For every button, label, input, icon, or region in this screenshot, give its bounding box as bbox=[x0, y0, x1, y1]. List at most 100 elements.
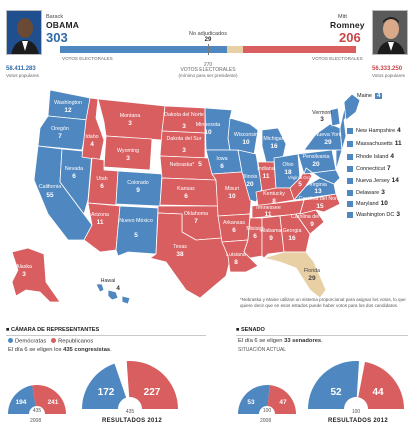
house-2008-rep-value: 241 bbox=[48, 399, 59, 406]
state-new-mexico bbox=[115, 205, 159, 257]
house-2012-total: 435 bbox=[126, 409, 135, 415]
state-hawaii bbox=[95, 283, 131, 305]
ev-michigan: 16 bbox=[270, 143, 278, 150]
senate-2008-dem-arc bbox=[238, 385, 270, 414]
ev-south-carolina: 9 bbox=[310, 221, 314, 228]
ev-south-dakota: 3 bbox=[182, 147, 186, 154]
ev-illinois: 20 bbox=[246, 181, 254, 188]
romney-first-name: Mitt bbox=[338, 14, 347, 20]
senate-2008-year: 2008 bbox=[260, 418, 272, 424]
ev-minnesota: 10 bbox=[204, 129, 212, 136]
senate-2012-total: 100 bbox=[352, 409, 361, 415]
label-oklahoma: Oklahoma bbox=[184, 211, 208, 217]
house-legend: Demócratas Republicanos bbox=[8, 338, 93, 345]
ev-iowa: 6 bbox=[220, 163, 224, 170]
house-2012-chart: 172 227 435 bbox=[82, 361, 178, 415]
ev-california: 55 bbox=[46, 192, 54, 199]
ev-ohio: 18 bbox=[284, 169, 292, 176]
ev-new-mexico: 5 bbox=[134, 232, 138, 239]
senate-2012-label: RESULTADOS 2012 bbox=[328, 418, 388, 424]
label-nevada: Nevada bbox=[65, 166, 83, 172]
label-north-dakota: Dakota del Norte bbox=[164, 112, 204, 118]
obama-electoral-votes: 303 bbox=[46, 30, 68, 45]
ev-west-virginia: 5 bbox=[298, 181, 302, 188]
house-2012-rep-value: 227 bbox=[144, 387, 161, 398]
state-kansas bbox=[159, 177, 219, 207]
state-florida bbox=[263, 251, 327, 299]
ev-mississippi: 6 bbox=[253, 233, 257, 240]
senate-2012-rep-value: 44 bbox=[372, 387, 384, 398]
label-texas: Texas bbox=[173, 244, 187, 250]
house-2012-dem-value: 172 bbox=[98, 387, 115, 398]
senate-sentence: El día 6 se eligen 33 senadores. bbox=[238, 338, 323, 344]
senate-2008-dem-value: 53 bbox=[247, 399, 255, 406]
senate-2008-chart: 53 47 100 bbox=[238, 385, 296, 414]
senate-title: ■ SENADO bbox=[236, 327, 265, 333]
house-2008-dem-value: 194 bbox=[16, 399, 27, 406]
ev-washington: 12 bbox=[64, 107, 72, 114]
state-north-carolina bbox=[299, 193, 341, 215]
ev-louisiana: 8 bbox=[234, 259, 238, 266]
obama-popular-votes: 58.411.283 bbox=[6, 66, 36, 72]
legend-republicans: Republicanos bbox=[58, 338, 94, 345]
ev-florida: 29 bbox=[308, 275, 316, 282]
ev-montana: 3 bbox=[128, 120, 132, 127]
ne-item: New Hampshire 4 bbox=[347, 126, 414, 135]
state-alaska bbox=[11, 247, 61, 303]
democrat-swatch bbox=[347, 211, 353, 218]
label-michigan: Michigan bbox=[263, 136, 284, 142]
ev-bar-threshold-marker bbox=[208, 44, 209, 55]
obama-portrait bbox=[6, 10, 42, 55]
democrat-swatch bbox=[347, 140, 353, 147]
label-pennsylvania: Pensilvania bbox=[302, 154, 329, 160]
label-utah: Utah bbox=[96, 176, 107, 182]
label-ohio: Ohio bbox=[282, 162, 293, 168]
house-2008-total: 435 bbox=[33, 408, 42, 414]
state-vermont bbox=[329, 107, 341, 127]
senate-2012-chart: 52 44 100 bbox=[308, 361, 404, 415]
ev-wyoming: 3 bbox=[126, 155, 130, 162]
democrat-swatch bbox=[347, 200, 353, 207]
ev-kentucky: 8 bbox=[272, 198, 276, 205]
state-illinois bbox=[237, 149, 263, 203]
label-south-carolina: Carolina del Sur bbox=[291, 214, 329, 220]
democrat-swatch bbox=[347, 127, 353, 134]
ev-pennsylvania: 20 bbox=[312, 161, 320, 168]
label-iowa: Iowa bbox=[216, 156, 227, 162]
house-2012-label: RESULTADOS 2012 bbox=[102, 418, 162, 424]
divider bbox=[6, 335, 206, 336]
label-idaho: Idaho bbox=[85, 134, 98, 140]
state-oregon bbox=[37, 115, 89, 151]
ne-item: Connecticut 7 bbox=[347, 164, 414, 173]
label-indiana: Indiana bbox=[257, 166, 274, 172]
ev-new-york: 29 bbox=[324, 139, 332, 146]
senate-2008-total: 100 bbox=[263, 408, 272, 414]
maine-label: Maine bbox=[357, 93, 372, 99]
ev-nevada: 6 bbox=[72, 173, 76, 180]
threshold-number: 270 bbox=[203, 62, 213, 68]
senate-2008-rep-arc bbox=[267, 385, 296, 414]
house-2012-rep-arc bbox=[126, 361, 178, 409]
maine-ev: 4 bbox=[374, 93, 383, 99]
ev-oregon: 7 bbox=[58, 133, 62, 140]
label-north-carolina: Carolina del Norte bbox=[299, 196, 342, 202]
label-south-dakota: Dakota del Sur bbox=[166, 136, 201, 142]
label-west-virginia: Virginia Occ. bbox=[288, 175, 312, 180]
ev-north-carolina: 15 bbox=[316, 203, 324, 210]
romney-electoral-votes: 206 bbox=[339, 30, 361, 45]
obama-first-name: Barack bbox=[46, 14, 64, 20]
ev-oklahoma: 7 bbox=[194, 218, 198, 225]
legend-democrats: Demócratas bbox=[15, 338, 47, 345]
house-2012-dem-arc bbox=[82, 363, 127, 409]
ev-utah: 6 bbox=[100, 183, 104, 190]
label-arizona: Arizona bbox=[91, 212, 109, 218]
obama-votes-label: VOTOS ELECTORALES bbox=[62, 56, 113, 61]
state-iowa bbox=[205, 149, 243, 175]
label-california: California bbox=[39, 184, 61, 190]
ev-nebraska: 5 bbox=[198, 161, 202, 168]
label-washington: Washington bbox=[54, 100, 82, 106]
label-florida: Florida bbox=[304, 268, 320, 274]
house-2008-dem-arc bbox=[8, 385, 36, 414]
senate-2012-rep-arc bbox=[358, 361, 404, 409]
romney-votes-label: VOTOS ELECTORALES bbox=[312, 56, 363, 61]
